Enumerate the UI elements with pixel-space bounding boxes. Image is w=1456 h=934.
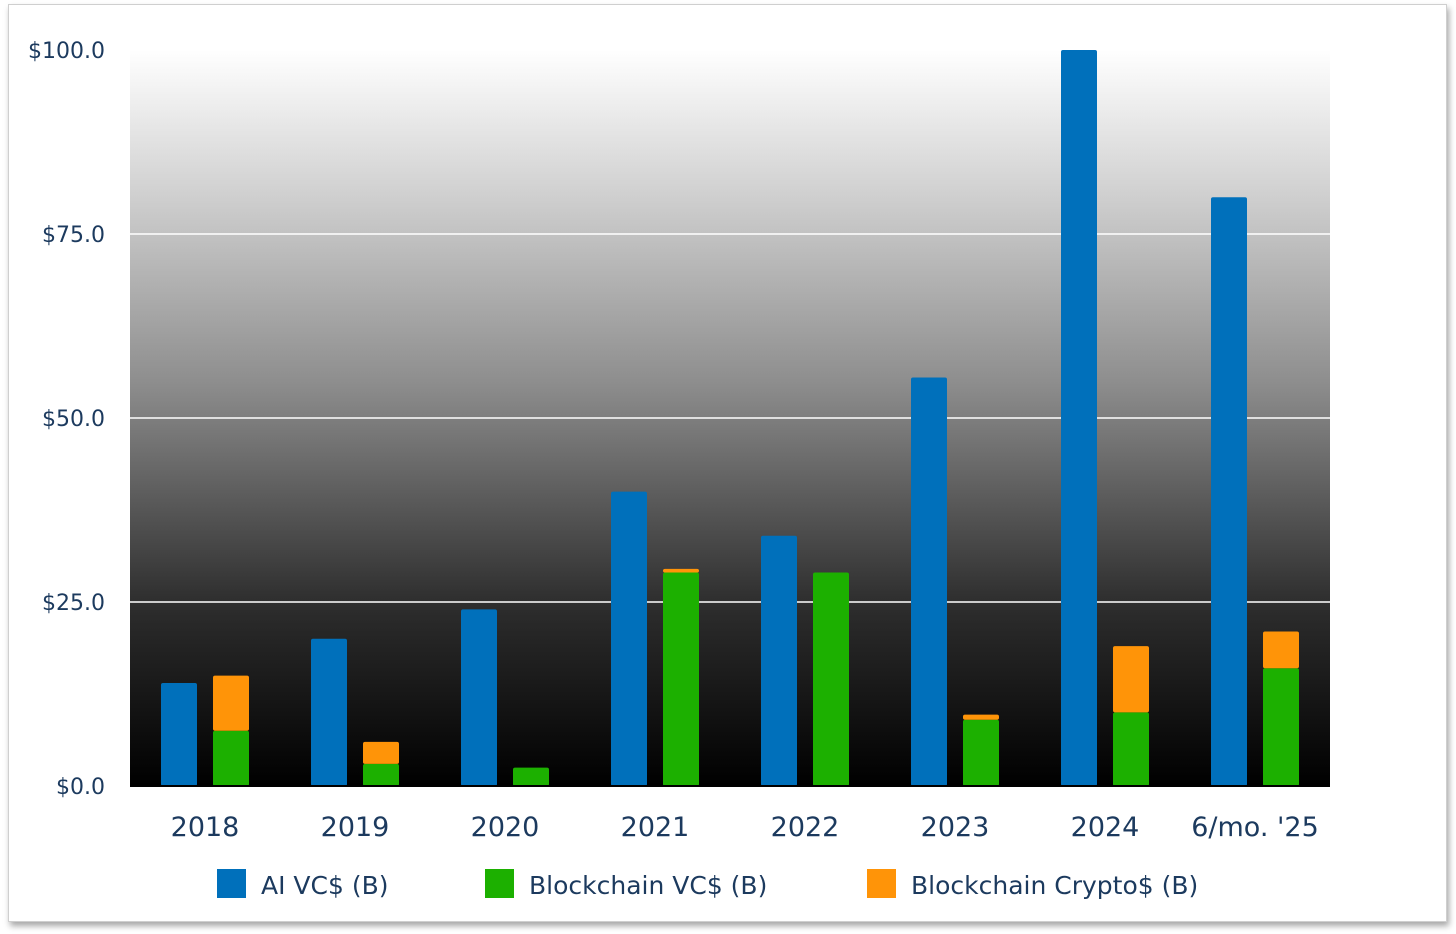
bar-blockchain-vc-1 [363, 763, 399, 786]
y-axis-ticks: $0.0 $25.0 $50.0 $75.0 $100.0 [28, 39, 105, 800]
bar-blockchain-vc-4 [813, 572, 849, 786]
bar-ai-vc-5 [911, 377, 947, 786]
x-tick-label: 2018 [171, 812, 240, 843]
bar-chart: $0.0$25.0$50.0$75.0$100.0 2018 2019 2020 20… [28, 39, 1330, 900]
x-tick-label: 2019 [321, 812, 390, 843]
y-tick-label: $75.0 [42, 223, 105, 248]
bar-blockchain-crypto-0 [213, 675, 249, 731]
legend-label-1: Blockchain VC$ (B) [529, 871, 767, 900]
x-axis-ticks: 2018 2019 2020 2021 2022 2023 2024 6/mo. '25 [171, 812, 1319, 843]
legend: AI VC$ (B) Blockchain VC$ (B) Blockchain C… [217, 869, 1198, 900]
chart-frame: $0.0 $25.0 $50.0 $75.0 $100.0 2018 2019 2020 20… [8, 4, 1447, 922]
legend-swatch-1 [485, 869, 514, 898]
bar-ai-vc-0 [161, 682, 197, 786]
legend-label-0: AI VC$ (B) [261, 871, 389, 900]
legend-label-2: Blockchain Crypto$ (B) [911, 871, 1198, 900]
bar-ai-vc-2 [461, 609, 497, 786]
x-tick-label: 2022 [771, 812, 840, 843]
bar-blockchain-vc-7 [1263, 668, 1299, 786]
bar-ai-vc-1 [311, 638, 347, 786]
y-tick-label: $25.0 [42, 591, 105, 616]
legend-swatch-0 [217, 869, 246, 898]
bar-ai-vc-3 [611, 491, 647, 786]
x-tick-label: 2023 [921, 812, 990, 843]
bars [161, 50, 1299, 786]
bar-blockchain-vc-5 [963, 719, 999, 786]
x-tick-label: 2024 [1071, 812, 1140, 843]
y-tick-label: $0.0 [56, 775, 105, 800]
bar-blockchain-crypto-6 [1113, 646, 1149, 713]
bar-blockchain-vc-6 [1113, 712, 1149, 786]
bar-blockchain-crypto-1 [363, 741, 399, 764]
bar-blockchain-vc-0 [213, 730, 249, 786]
bar-blockchain-crypto-3 [663, 568, 699, 573]
y-tick-label: $100.0 [28, 39, 105, 64]
x-tick-label: 2021 [621, 812, 690, 843]
x-tick-label: 2020 [471, 812, 540, 843]
y-tick-label: $50.0 [42, 407, 105, 432]
gridlines [130, 49, 1330, 603]
bar-ai-vc-4 [761, 535, 797, 786]
bar-blockchain-vc-2 [513, 767, 549, 786]
x-tick-label: 6/mo. '25 [1191, 812, 1319, 843]
bar-blockchain-crypto-5 [963, 714, 999, 720]
legend-swatch-2 [867, 869, 896, 898]
bar-blockchain-vc-3 [663, 572, 699, 786]
bar-blockchain-crypto-7 [1263, 631, 1299, 669]
bar-ai-vc-7 [1211, 197, 1247, 786]
bar-ai-vc-6 [1061, 50, 1097, 786]
